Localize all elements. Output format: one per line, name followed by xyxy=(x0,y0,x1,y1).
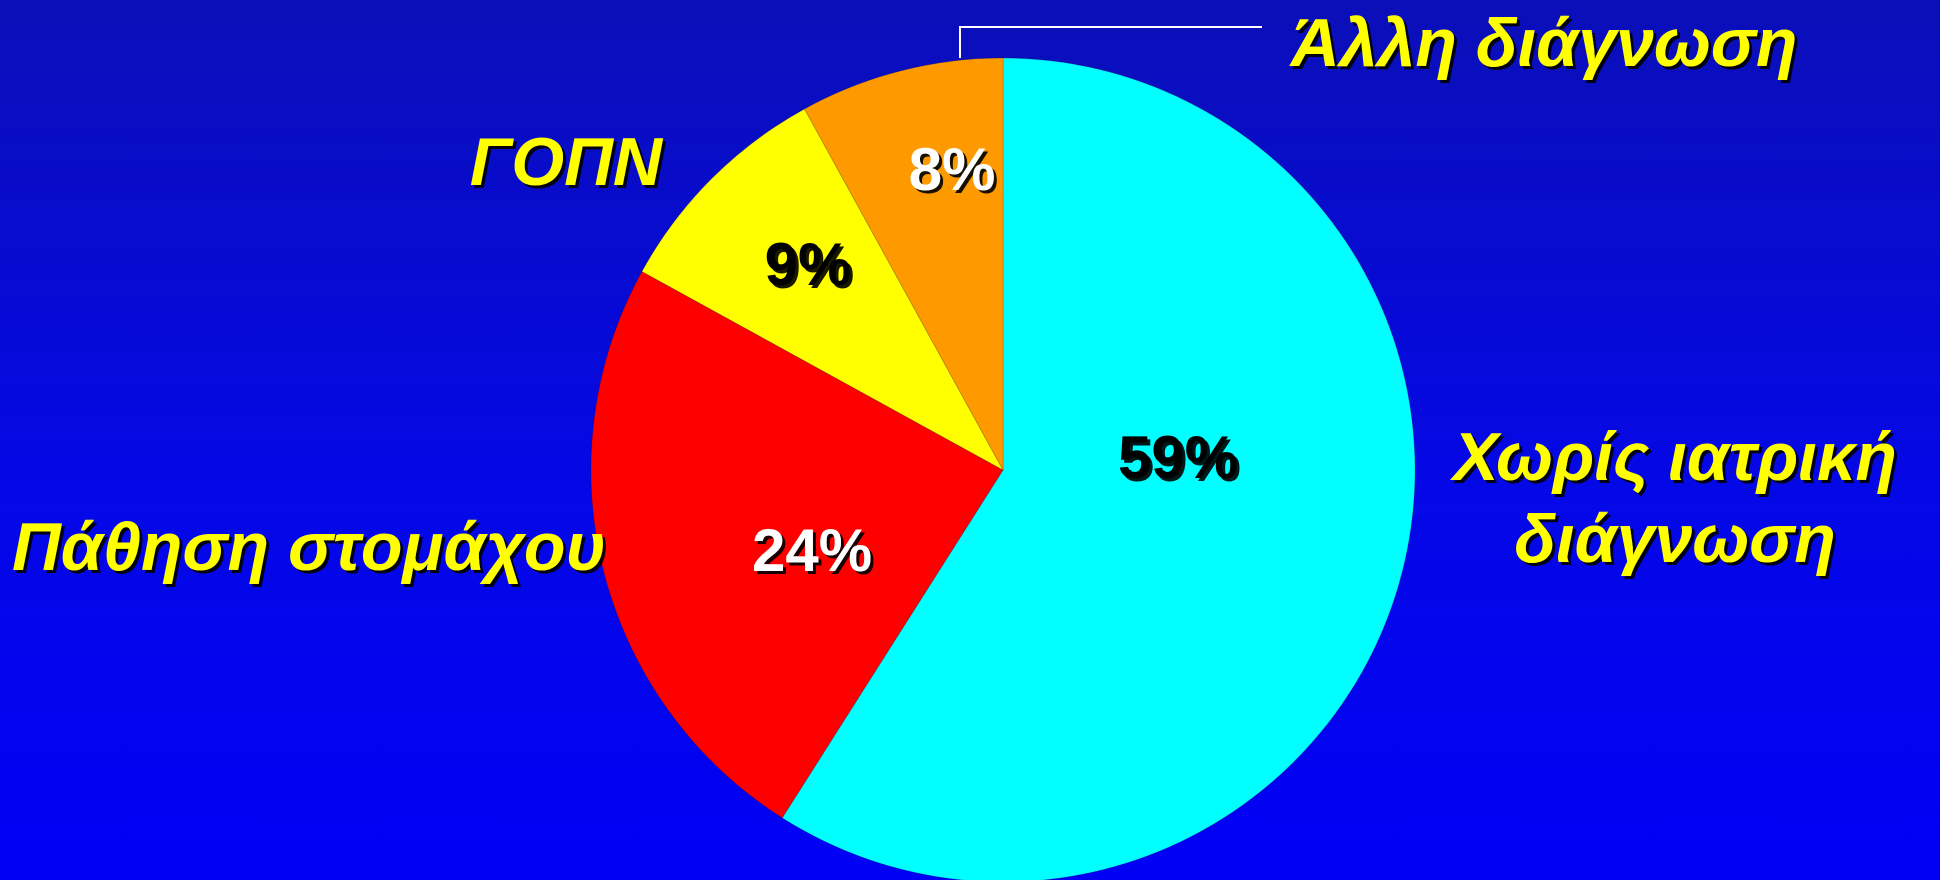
pie-slices xyxy=(590,57,1416,880)
category-label-line: ΓΟΠΝ xyxy=(470,124,664,200)
slice-category-label: ΓΟΠΝ xyxy=(470,124,664,200)
slice-percent-label: 9% xyxy=(765,231,852,298)
slice-percent-label: 59% xyxy=(1118,424,1238,491)
pie-slice xyxy=(641,108,1005,472)
slice-category-label: Πάθηση στομάχου xyxy=(12,509,606,585)
slice-percent-label: 8% xyxy=(909,136,996,203)
slice-percent-label: 24% xyxy=(752,517,872,584)
leader-line xyxy=(959,26,1262,58)
category-label-line: Άλλη διάγνωση xyxy=(1289,5,1798,81)
slice-category-label: Χωρίς ιατρική διάγνωση xyxy=(1449,419,1897,577)
leader-lines xyxy=(959,26,1262,58)
category-label-line: Πάθηση στομάχου xyxy=(12,509,606,585)
pie-slice xyxy=(781,57,1416,880)
percent-labels: 59% 24% 9% 8% xyxy=(752,136,1238,584)
slice-category-label: Άλλη διάγνωση xyxy=(1289,5,1798,81)
category-label-line: Χωρίς ιατρική xyxy=(1449,419,1897,495)
category-label-line: διάγνωση xyxy=(1514,501,1836,577)
pie-slice xyxy=(803,57,1004,471)
pie-slice xyxy=(590,270,1004,819)
category-labels: Χωρίς ιατρική διάγνωση Πάθηση στομάχου ΓΟΠΝ… xyxy=(12,5,1897,585)
